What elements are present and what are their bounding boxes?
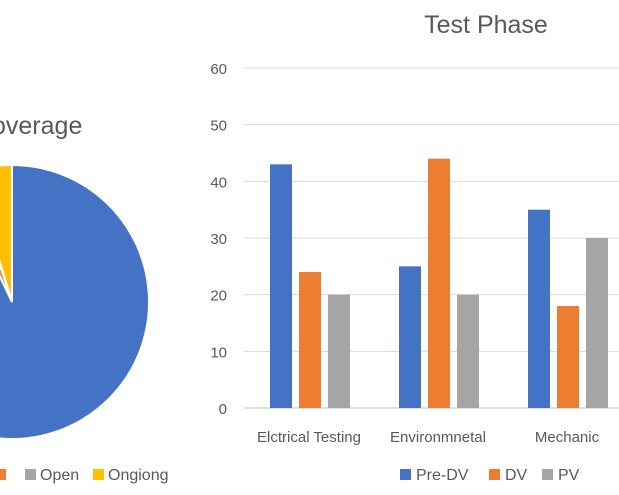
y-tick-label-0: 0 [219, 401, 227, 418]
bar-legend-label-1: DV [505, 467, 528, 484]
y-tick-label-30: 30 [210, 231, 227, 248]
bar-legend-swatch-2 [542, 469, 553, 480]
bar-dv-0 [299, 272, 321, 408]
x-tick-label-2: Mechanic [535, 429, 600, 446]
bar-legend-label-2: PV [558, 467, 580, 484]
pie-legend-swatch-0 [0, 469, 6, 480]
pie-slice-0 [0, 163, 150, 440]
bar-pv-0 [328, 294, 350, 408]
bar-dv-2 [557, 306, 579, 408]
x-tick-label-0: Elctrical Testing [257, 429, 361, 446]
y-tick-label-40: 40 [210, 174, 227, 191]
bar-chart: Test Phase 0 10 20 30 40 50 60 Elctrical Testing… [210, 11, 619, 446]
bar-pv-1 [457, 294, 479, 408]
pie-legend-label-1: Open [40, 467, 79, 484]
pie-legend-label-2: Ongiong [108, 467, 169, 484]
pie-legend: Open Ongiong [0, 467, 169, 484]
pie-title: overage [0, 112, 82, 140]
bar-dv-1 [428, 158, 450, 408]
bar-chart-title: Test Phase [424, 11, 548, 39]
y-tick-label-20: 20 [210, 288, 227, 305]
bar-legend: Pre-DV DV PV [400, 467, 580, 484]
bar-legend-swatch-1 [489, 469, 500, 480]
bar-legend-label-0: Pre-DV [416, 467, 469, 484]
bar-pre-dv-2 [528, 209, 550, 408]
y-tick-label-60: 60 [210, 61, 227, 78]
y-tick-label-50: 50 [210, 118, 227, 135]
pie-chart: overage [0, 112, 150, 440]
pie-legend-swatch-2 [93, 469, 104, 480]
bar-pv-2 [586, 238, 608, 408]
x-tick-label-1: Environmnetal [390, 429, 486, 446]
bar-pre-dv-1 [399, 266, 421, 408]
y-tick-label-10: 10 [210, 344, 227, 361]
bar-pre-dv-0 [270, 164, 292, 408]
pie-slice-3 [0, 163, 13, 303]
pie-legend-swatch-1 [25, 469, 36, 480]
bar-legend-swatch-0 [400, 469, 411, 480]
